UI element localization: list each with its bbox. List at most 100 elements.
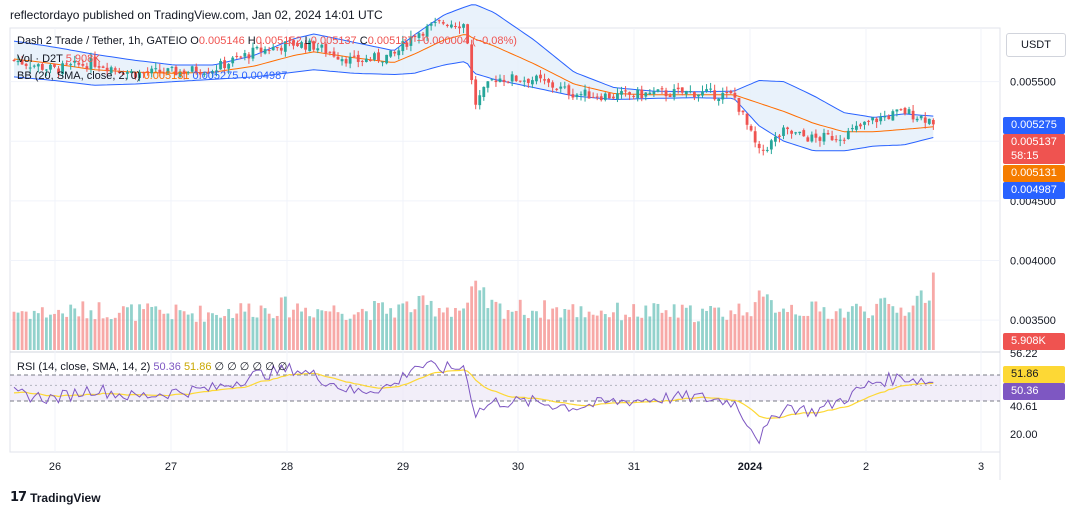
candle-body: [20, 60, 24, 65]
volume-bar: [324, 311, 328, 350]
candle-body: [693, 92, 696, 98]
volume-bar: [255, 317, 259, 350]
tradingview-logo[interactable]: 17 TradingView: [10, 490, 101, 505]
volume-bar: [174, 304, 178, 350]
candle-body: [470, 44, 474, 81]
legend-o-label: O: [190, 35, 199, 47]
volume-value: 5.908K: [65, 53, 101, 65]
volume-bar: [830, 318, 834, 350]
candle-body: [49, 64, 52, 70]
candle-body: [891, 111, 895, 121]
volume-bar: [640, 317, 644, 350]
volume-bar: [498, 303, 502, 350]
candle-body: [445, 24, 449, 26]
candle-body: [283, 41, 287, 52]
candle-body: [73, 61, 77, 63]
candle-body: [239, 56, 243, 58]
volume-bar: [304, 307, 307, 350]
candle-body: [109, 67, 113, 73]
candle-body: [895, 109, 899, 112]
candle-body: [733, 92, 737, 98]
volume-bar: [664, 310, 668, 350]
volume-label[interactable]: Vol · D2T: [17, 53, 63, 65]
candle-body: [454, 26, 457, 28]
volume-bar: [352, 314, 356, 350]
volume-bar: [919, 290, 923, 350]
rsi-label[interactable]: RSI (14, close, SMA, 14, 2): [17, 361, 151, 373]
volume-bar: [462, 308, 465, 350]
candle-body: [652, 91, 656, 95]
candle-body: [77, 62, 81, 65]
candle-body: [304, 43, 307, 50]
rsi-axis-label: 40.61: [1010, 401, 1038, 413]
volume-bar: [705, 310, 708, 350]
bb-lower-value: 0.004987: [241, 70, 288, 82]
candle-body: [117, 71, 121, 73]
volume-bar: [769, 300, 773, 350]
volume-bar: [85, 318, 89, 350]
bb-basis-tag: 0.005131: [1003, 165, 1065, 182]
candle-body: [927, 118, 931, 124]
candle-body: [405, 42, 409, 47]
volume-bar: [680, 304, 684, 350]
candle-body: [81, 64, 85, 66]
rsi-line: [13, 360, 934, 445]
volume-bar: [397, 304, 401, 350]
candle-body: [709, 88, 712, 90]
volume-bar: [810, 301, 814, 350]
candle-body: [539, 74, 542, 79]
volume-bar: [583, 317, 587, 350]
candle-body: [356, 54, 360, 62]
volume-bar: [101, 318, 105, 350]
volume-bar: [551, 308, 555, 350]
candle-body: [688, 91, 692, 93]
candle-body: [134, 72, 137, 78]
time-axis-label: 3: [978, 461, 984, 473]
candle-body: [915, 118, 919, 121]
candle-body: [632, 95, 636, 97]
candle-body: [765, 149, 769, 151]
volume-bar: [490, 299, 494, 350]
volume-bar: [36, 313, 40, 350]
candle-body: [749, 126, 753, 131]
volume-bar: [81, 301, 85, 350]
candle-body: [535, 75, 538, 82]
volume-bar: [774, 312, 777, 350]
bb-fill: [14, 4, 934, 151]
volume-bar: [838, 308, 842, 350]
volume-bar: [150, 306, 154, 350]
volume-bar: [223, 316, 226, 350]
volume-bar: [672, 304, 676, 350]
publisher-header: reflectordayo published on TradingView.c…: [10, 8, 383, 22]
legend-symbol[interactable]: Dash 2 Trade / Tether, 1h, GATEIO: [17, 35, 188, 47]
candle-body: [563, 86, 567, 88]
volume-bar: [45, 317, 48, 350]
candle-body: [211, 71, 214, 74]
bb-upper-tag: 0.005275: [1003, 117, 1065, 134]
bb-label[interactable]: BB (20, SMA, close, 2, 0): [17, 70, 141, 82]
volume-bar: [405, 301, 409, 350]
volume-bar: [903, 315, 907, 350]
candle-body: [628, 92, 631, 95]
currency-button[interactable]: USDT: [1006, 33, 1066, 57]
volume-bar: [109, 319, 113, 350]
time-axis-label: 28: [281, 461, 293, 473]
legend-change: −0.000004 (−0.08%): [416, 35, 517, 47]
candle-body: [822, 132, 826, 142]
volume-bar: [421, 295, 425, 350]
volume-bar: [624, 314, 627, 350]
volume-bar: [911, 305, 915, 350]
volume-bar: [834, 311, 838, 350]
volume-bar: [859, 306, 862, 350]
volume-bar: [32, 310, 36, 350]
volume-bar: [895, 312, 899, 350]
volume-bar: [899, 307, 903, 350]
volume-bar: [644, 305, 648, 350]
candle-body: [923, 117, 927, 123]
candle-body: [510, 74, 514, 82]
candle-body: [369, 60, 372, 62]
candle-body: [462, 24, 465, 28]
volume-bar: [40, 307, 44, 350]
volume-bar: [259, 305, 263, 350]
